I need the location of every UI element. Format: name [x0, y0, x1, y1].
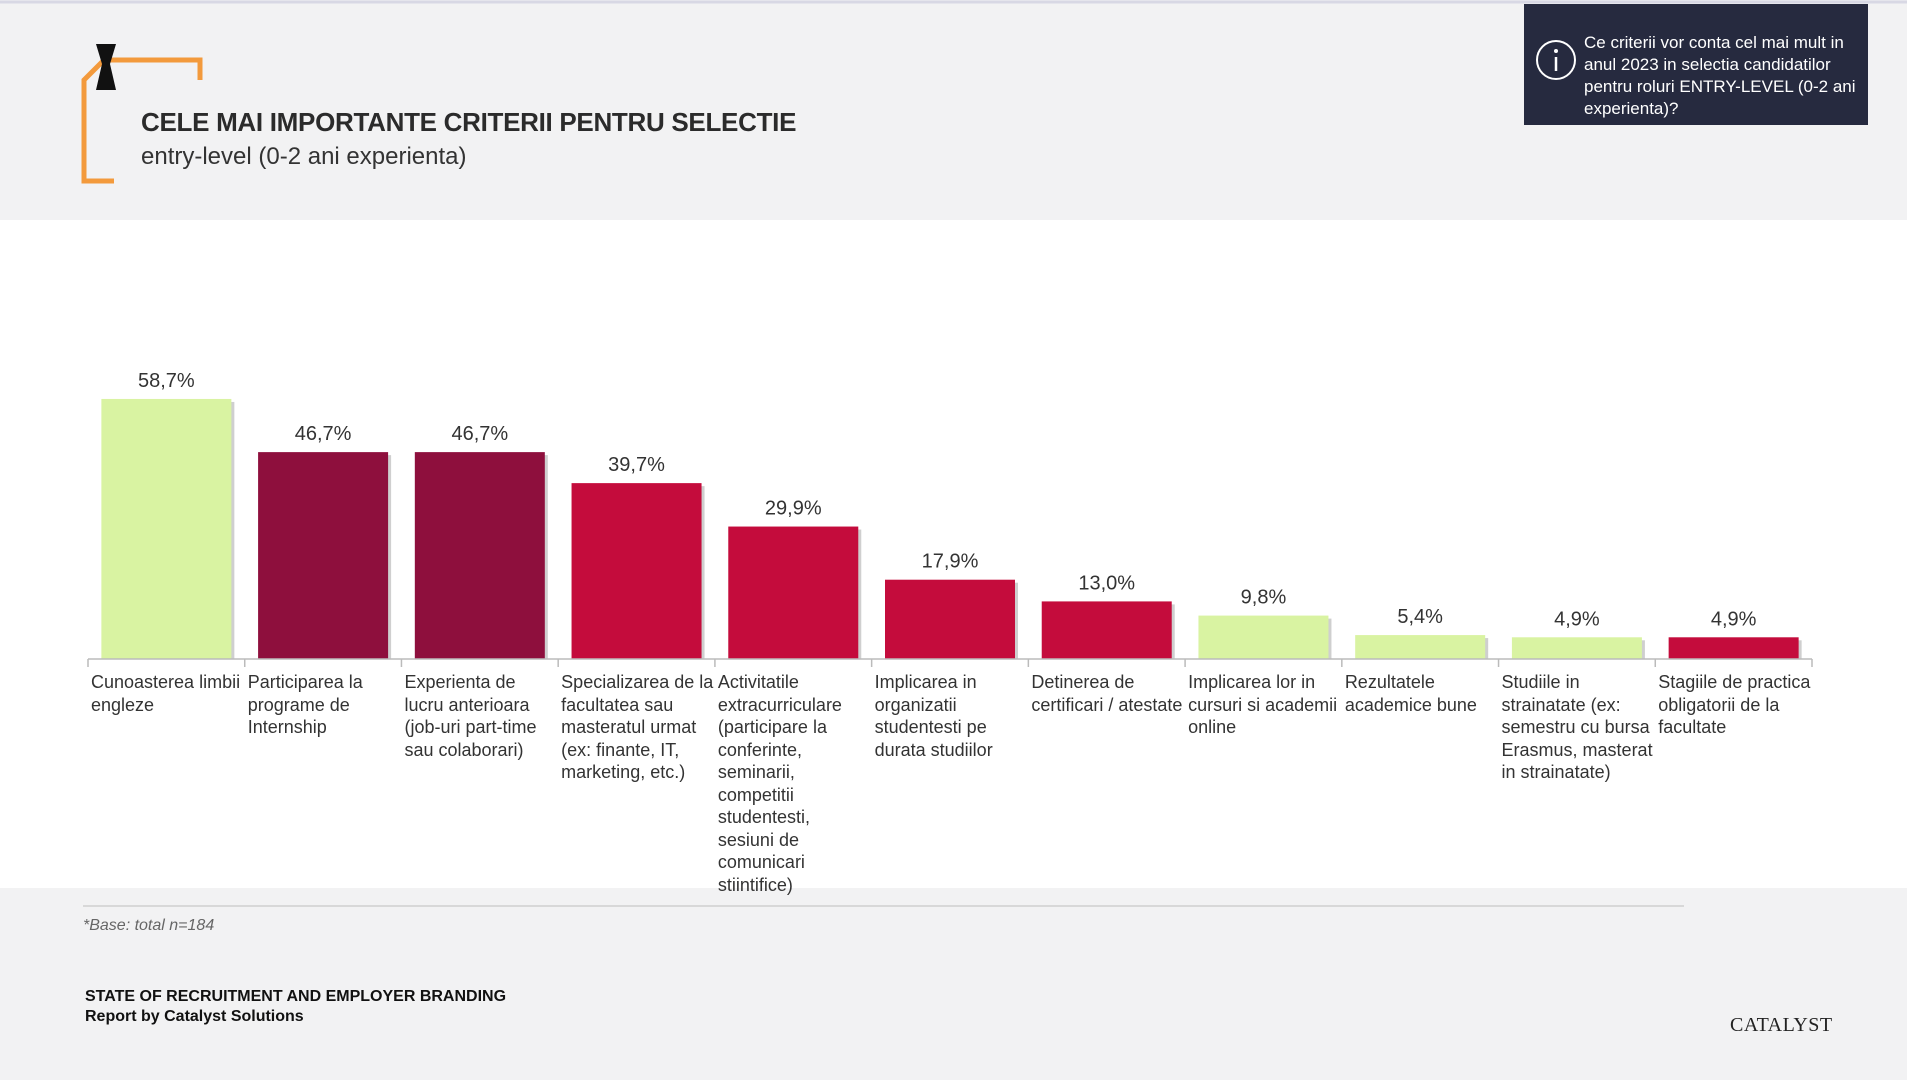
- bracket: [81, 57, 203, 184]
- chart-title: CELE MAI IMPORTANTE CRITERII PENTRU SELE…: [141, 107, 797, 137]
- x-tick-label: Detinerea de certificari / atestate: [1031, 672, 1183, 715]
- x-tick-label: Stagiile de practica obligatorii de la f…: [1658, 672, 1811, 737]
- bracket-icon: [96, 44, 116, 90]
- value-label: 13,0%: [1078, 572, 1135, 594]
- x-tick-label: Rezultatele academice bune: [1344, 672, 1477, 715]
- x-tick-label: Implicarea lor in cursuri si academii on…: [1188, 672, 1338, 737]
- bar: [258, 452, 389, 659]
- base-note: *Base: total n=184: [83, 917, 215, 934]
- value-label: 4,9%: [1554, 608, 1600, 630]
- header-decoration: [0, 0, 1907, 184]
- logo: CATALYST: [1730, 1014, 1833, 1036]
- bar: [571, 483, 702, 659]
- x-tick-label: Participarea la programe de Internship: [247, 672, 363, 737]
- value-label: 9,8%: [1241, 587, 1287, 609]
- bar: [1041, 601, 1172, 659]
- footer-subtitle: Report by Catalyst Solutions: [85, 1008, 304, 1025]
- chart: 58,7% 46,7% 46,7% 39,7% 29,9% 17,9% 13,0% 9,8% 5…: [87, 370, 1813, 667]
- x-tick-label: Cunoasterea limbii engleze: [91, 672, 241, 715]
- value-label: 46,7%: [295, 423, 352, 445]
- bar: [1198, 615, 1329, 659]
- value-label: 17,9%: [922, 551, 979, 573]
- info-box: Ce criterii vor conta cel mai mult in an…: [1524, 4, 1868, 125]
- bar: [414, 452, 545, 659]
- value-label: 5,4%: [1397, 606, 1443, 628]
- info-icon: [1536, 40, 1576, 80]
- x-tick-label: Activitatile extracurriculare (participa…: [717, 672, 842, 895]
- x-tick-label: Studiile in strainatate (ex: semestru cu…: [1501, 672, 1653, 782]
- bar: [885, 579, 1015, 659]
- value-label: 4,9%: [1711, 608, 1757, 630]
- footer-title: STATE OF RECRUITMENT AND EMPLOYER BRANDI…: [85, 988, 507, 1005]
- bar: [1668, 637, 1799, 659]
- footer-rule: [83, 905, 1684, 907]
- bar: [1511, 637, 1642, 659]
- value-label: 39,7%: [608, 454, 665, 476]
- bar: [101, 398, 232, 659]
- value-label: 58,7%: [138, 370, 195, 392]
- chart-subtitle: entry-level (0-2 ani experienta): [141, 143, 467, 170]
- info-text: Ce criterii vor conta cel mai mult in an…: [1584, 33, 1856, 118]
- value-label: 46,7%: [451, 423, 508, 445]
- bar: [728, 526, 859, 659]
- value-label: 29,9%: [765, 498, 822, 520]
- x-tick-label: Specializarea de la facultatea sau maste…: [561, 672, 714, 782]
- x-tick-label: Experienta de lucru anterioara (job-uri …: [404, 672, 537, 760]
- chart-area: 58,7% 46,7% 46,7% 39,7% 29,9% 17,9% 13,0% 9,8% 5…: [0, 220, 1907, 895]
- bar: [1355, 635, 1486, 659]
- x-tick-label: Implicarea in organizatii studentesti pe…: [874, 672, 993, 760]
